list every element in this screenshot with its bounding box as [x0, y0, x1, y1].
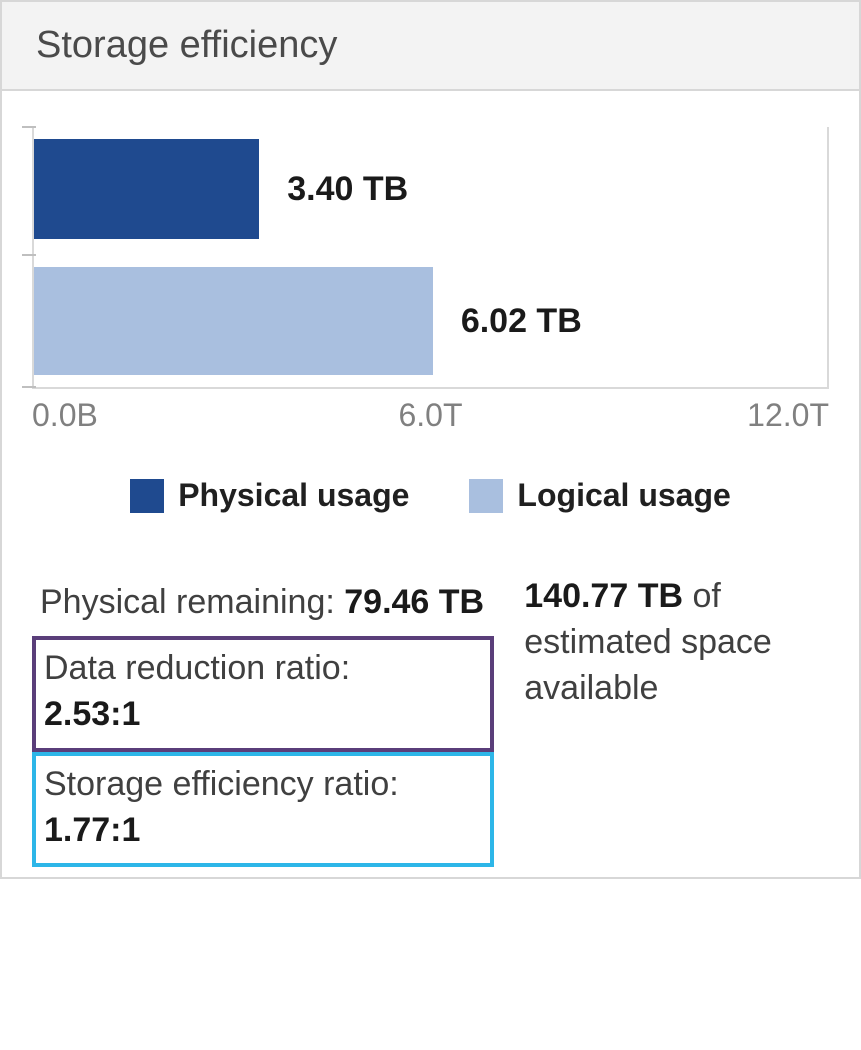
estimated-available-value: 140.77 TB [524, 577, 683, 615]
data-reduction-stat: Data reduction ratio: 2.53:1 [32, 636, 494, 752]
estimated-available-stat: 140.77 TB of estimated space available [524, 574, 829, 867]
chart-legend: Physical usage Logical usage [32, 477, 829, 514]
chart-y-tick [22, 386, 36, 388]
bar-row-physical: 3.40 TB [34, 139, 829, 239]
physical-remaining-label: Physical remaining: [40, 583, 344, 621]
chart-y-tick [22, 126, 36, 128]
chart-x-tick: 0.0B [32, 397, 98, 434]
stats-left-column: Physical remaining: 79.46 TB Data reduct… [32, 574, 494, 867]
bar-physical [34, 139, 259, 239]
legend-swatch-physical [130, 479, 164, 513]
legend-label-physical: Physical usage [178, 477, 409, 514]
legend-label-logical: Logical usage [517, 477, 730, 514]
chart-x-tick: 12.0T [747, 397, 829, 434]
bar-label-physical: 3.40 TB [287, 170, 408, 209]
usage-bar-chart: 3.40 TB 6.02 TB 0.0B 6.0T 12.0T [32, 127, 829, 447]
data-reduction-label: Data reduction ratio: [44, 649, 350, 687]
bar-label-logical: 6.02 TB [461, 302, 582, 341]
storage-efficiency-card: Storage efficiency 3.40 TB 6.02 TB 0.0B 6.… [0, 0, 861, 879]
storage-efficiency-label: Storage efficiency ratio: [44, 765, 399, 803]
stats-section: Physical remaining: 79.46 TB Data reduct… [32, 574, 829, 867]
chart-x-ticks: 0.0B 6.0T 12.0T [32, 397, 829, 447]
bar-row-logical: 6.02 TB [34, 267, 829, 375]
storage-efficiency-value: 1.77:1 [44, 811, 140, 849]
physical-remaining-value: 79.46 TB [344, 583, 484, 621]
legend-item-physical: Physical usage [130, 477, 409, 514]
legend-item-logical: Logical usage [469, 477, 730, 514]
chart-x-tick: 6.0T [398, 397, 462, 434]
bar-logical [34, 267, 433, 375]
legend-swatch-logical [469, 479, 503, 513]
chart-plot: 3.40 TB 6.02 TB [32, 127, 829, 389]
physical-remaining-stat: Physical remaining: 79.46 TB [32, 574, 494, 636]
card-title: Storage efficiency [2, 2, 859, 91]
data-reduction-value: 2.53:1 [44, 695, 140, 733]
chart-y-tick [22, 254, 36, 256]
storage-efficiency-stat: Storage efficiency ratio: 1.77:1 [32, 752, 494, 868]
card-body: 3.40 TB 6.02 TB 0.0B 6.0T 12.0T Physical us… [2, 91, 859, 877]
